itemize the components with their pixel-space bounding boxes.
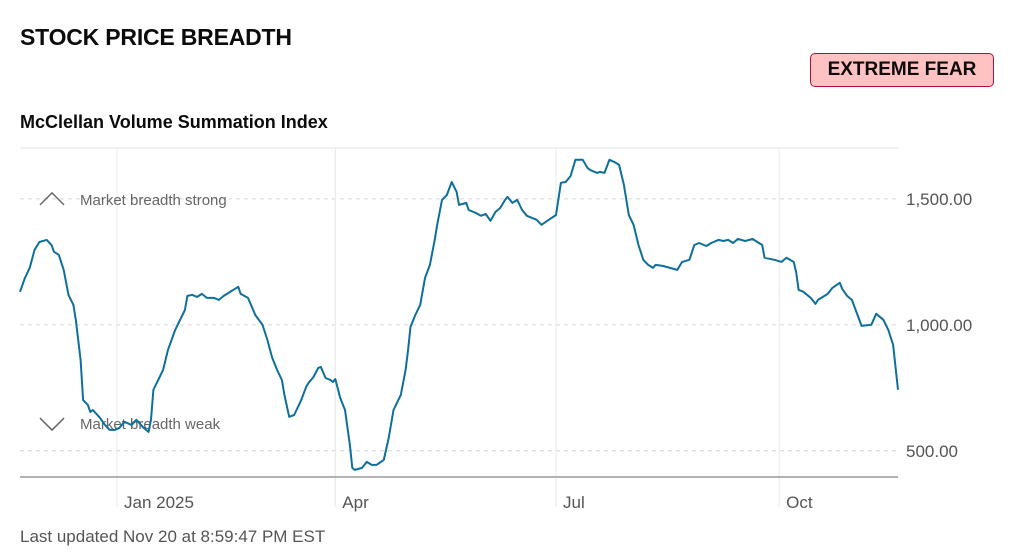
series-line (19, 158, 899, 471)
chevron-down-icon (39, 417, 65, 432)
page-title: STOCK PRICE BREADTH (20, 24, 292, 50)
last-updated-text: Last updated Nov 20 at 8:59:47 PM EST (20, 527, 326, 546)
y-tick-label: 1,000.00 (906, 316, 972, 335)
x-tick-label: Jan 2025 (124, 493, 194, 512)
y-tick-label: 1,500.00 (906, 190, 972, 209)
x-tick-label: Jul (563, 493, 585, 512)
chevron-up-icon (39, 191, 65, 206)
x-tick-label: Apr (342, 493, 369, 512)
chart-title: McClellan Volume Summation Index (20, 112, 328, 132)
y-tick-label: 500.00 (906, 442, 958, 461)
x-tick-label: Oct (786, 493, 813, 512)
annotation-label: Market breadth strong (80, 192, 227, 209)
fear-greed-status-badge: EXTREME FEAR (810, 53, 994, 87)
